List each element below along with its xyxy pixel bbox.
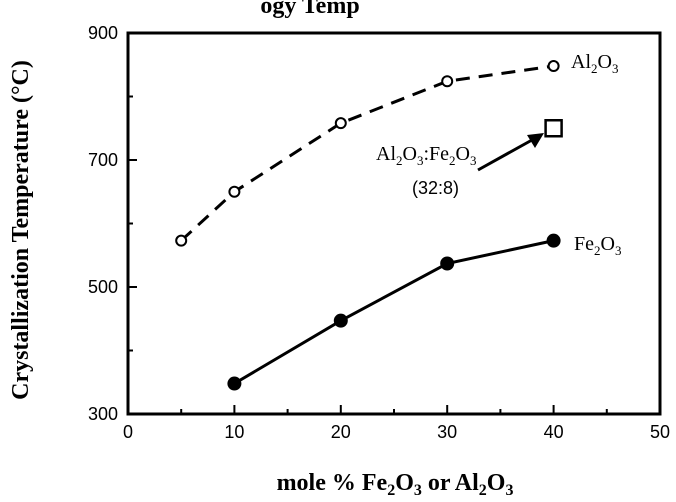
x-tick-label: 50: [650, 422, 670, 442]
x-tick-label: 0: [123, 422, 133, 442]
data-point: [228, 185, 241, 198]
data-point: [440, 256, 455, 271]
annotation-arrowhead: [527, 133, 544, 148]
chart-title-fragment: ogy Temp: [260, 0, 359, 19]
data-point: [175, 234, 188, 247]
y-tick-label: 300: [88, 404, 118, 424]
y-tick-label: 700: [88, 150, 118, 170]
data-point: [227, 376, 242, 391]
x-tick-label: 30: [437, 422, 457, 442]
x-axis-title: mole % Fe2O3 or Al2O3: [277, 470, 514, 499]
series-line-1: [233, 239, 554, 385]
data-point: [333, 313, 348, 328]
y-tick-label: 900: [88, 23, 118, 43]
data-point: [546, 233, 561, 248]
y-tick-label: 500: [88, 277, 118, 297]
data-point: [547, 60, 560, 73]
x-tick-label: 40: [544, 422, 564, 442]
y-axis-title: Crystallization Temperature (°C): [8, 60, 34, 400]
data-point-square: [544, 119, 563, 138]
series-layer: [175, 60, 561, 391]
annotation-arrow-line: [477, 138, 533, 172]
annotation-ratio: (32:8): [412, 178, 459, 198]
annotation-label-al2o3-fe2o3: Al2O3:Fe2O3: [376, 143, 476, 168]
x-tick-label: 10: [224, 422, 244, 442]
axis-tick-labels: 0 10 20 30 40 50 300 500 700 900: [88, 23, 670, 442]
plot-area-frame: [126, 31, 662, 416]
series-label-al2o3: Al2O3: [571, 51, 618, 76]
data-point: [441, 75, 454, 88]
series-line-0: [180, 64, 554, 242]
x-tick-label: 20: [331, 422, 351, 442]
annotation-layer: [544, 119, 563, 138]
axis-ticks: [127, 32, 661, 415]
series-label-fe2o3: Fe2O3: [574, 233, 621, 258]
data-point: [334, 117, 347, 130]
